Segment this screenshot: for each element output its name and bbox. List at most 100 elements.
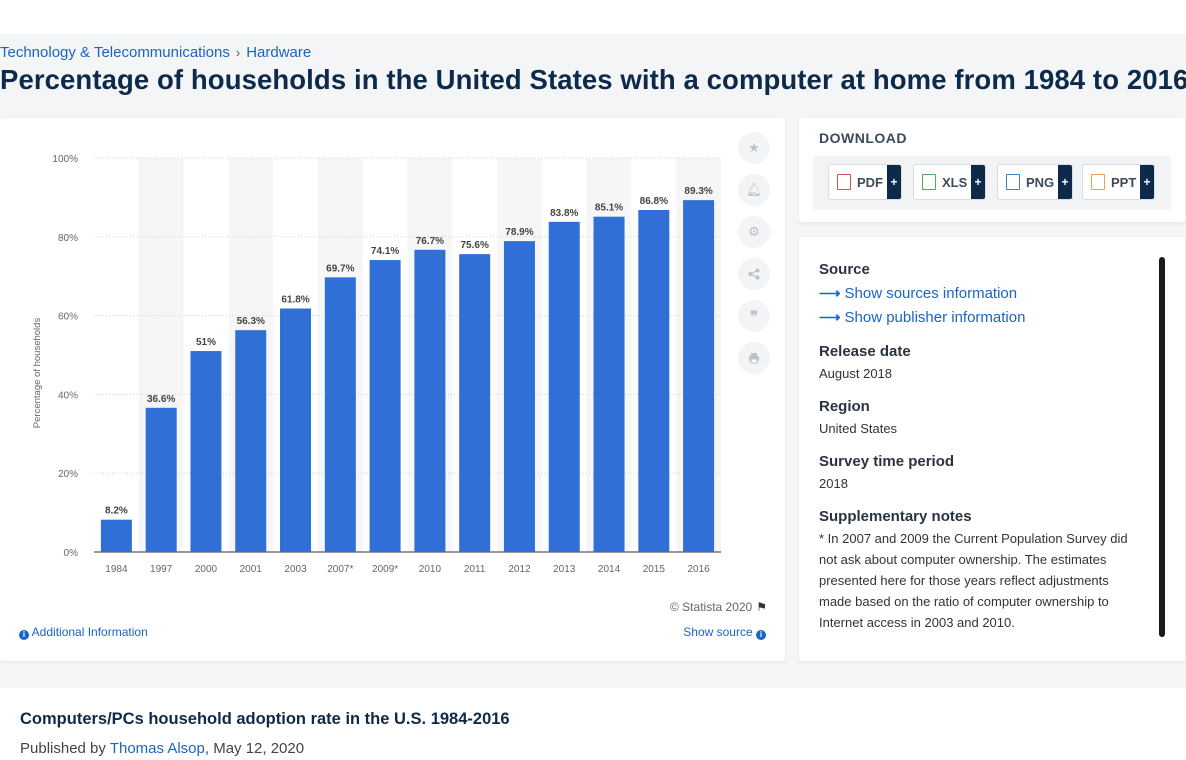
bar xyxy=(638,210,669,552)
bar-value-label: 61.8% xyxy=(281,295,309,306)
page-title: Percentage of households in the United S… xyxy=(0,64,1186,96)
breadcrumb-subcategory[interactable]: Hardware xyxy=(246,44,311,61)
bar-chart: 0% 20% 40% 60% 80% 100% Percentage of househol… xyxy=(0,118,730,598)
x-tick-label: 2014 xyxy=(598,564,621,575)
bar xyxy=(414,250,445,552)
info-icon: i xyxy=(19,630,29,640)
survey-period-label: Survey time period xyxy=(819,453,954,470)
show-sources-label: Show sources information xyxy=(845,285,1018,302)
download-pdf-plus[interactable]: + xyxy=(887,165,901,199)
arrow-right-icon: ⟶ xyxy=(819,309,841,326)
breadcrumb-category[interactable]: Technology & Telecommunications xyxy=(0,44,230,61)
show-source-label: Show source xyxy=(683,625,752,639)
x-tick-label: 2015 xyxy=(643,564,666,575)
publish-date: , May 12, 2020 xyxy=(205,740,304,757)
bar xyxy=(683,200,714,552)
survey-period-value: 2018 xyxy=(819,473,1141,494)
additional-information-link[interactable]: i Additional Information xyxy=(19,625,148,640)
download-area: PDF + XLS + PNG + PPT + xyxy=(813,156,1171,210)
y-tick-label: 40% xyxy=(58,390,78,401)
bell-icon[interactable]: 🔔︎ xyxy=(738,174,770,206)
pdf-file-icon xyxy=(837,174,851,190)
bar xyxy=(190,351,221,552)
quote-icon[interactable]: ❞ xyxy=(738,300,770,332)
bar xyxy=(146,408,177,552)
source-label: Source xyxy=(819,261,870,278)
show-source-link[interactable]: Show source i xyxy=(683,625,766,640)
bar xyxy=(594,217,625,552)
details-scrollbar[interactable] xyxy=(1159,257,1165,637)
show-publisher-link[interactable]: ⟶ Show publisher information xyxy=(819,308,1025,326)
x-tick-label: 2009* xyxy=(372,564,398,575)
y-tick-label: 20% xyxy=(58,469,78,480)
x-tick-label: 1997 xyxy=(150,564,173,575)
published-by-label: Published by xyxy=(20,740,106,757)
x-tick-label: 2007* xyxy=(327,564,353,575)
download-xls-label: XLS xyxy=(942,175,967,190)
bar-value-label: 83.8% xyxy=(550,208,578,219)
bar-value-label: 85.1% xyxy=(595,203,623,214)
bar xyxy=(280,309,311,552)
x-tick-label: 2000 xyxy=(195,564,218,575)
share-icon[interactable] xyxy=(738,258,770,290)
x-tick-label: 2016 xyxy=(687,564,710,575)
bar-value-label: 69.7% xyxy=(326,263,354,274)
download-xls-plus[interactable]: + xyxy=(971,165,985,199)
download-pdf-label: PDF xyxy=(857,175,883,190)
gear-icon[interactable]: ⚙ xyxy=(738,216,770,248)
bar xyxy=(504,241,535,552)
x-tick-label: 2012 xyxy=(508,564,531,575)
x-tick-label: 2013 xyxy=(553,564,576,575)
x-tick-label: 2011 xyxy=(464,564,486,575)
y-tick-label: 100% xyxy=(52,154,78,165)
author-link[interactable]: Thomas Alsop xyxy=(110,740,205,757)
bar-value-label: 74.1% xyxy=(371,246,399,257)
y-axis-title: Percentage of households xyxy=(32,318,43,429)
bar-value-label: 36.6% xyxy=(147,394,175,405)
region-label: Region xyxy=(819,398,870,415)
bar xyxy=(101,520,132,552)
bar xyxy=(235,330,266,552)
png-file-icon xyxy=(1006,174,1020,190)
download-ppt-plus[interactable]: + xyxy=(1140,165,1154,199)
download-png-button[interactable]: PNG + xyxy=(997,164,1073,200)
download-ppt-button[interactable]: PPT + xyxy=(1082,164,1155,200)
x-tick-label: 2001 xyxy=(240,564,263,575)
statistic-subtitle: Computers/PCs household adoption rate in… xyxy=(20,710,510,729)
bar-value-label: 89.3% xyxy=(684,186,712,197)
supplementary-notes-value: * In 2007 and 2009 the Current Populatio… xyxy=(819,528,1141,633)
supplementary-notes-label: Supplementary notes xyxy=(819,508,972,525)
print-icon[interactable] xyxy=(738,342,770,374)
bottom-card: Computers/PCs household adoption rate in… xyxy=(0,688,1186,760)
x-tick-label: 1984 xyxy=(105,564,128,575)
flag-icon[interactable]: ⚑ xyxy=(756,600,767,614)
bar xyxy=(459,254,490,552)
bar-value-label: 8.2% xyxy=(105,506,128,517)
download-pdf-button[interactable]: PDF + xyxy=(828,164,902,200)
bar-value-label: 86.8% xyxy=(640,196,668,207)
arrow-right-icon: ⟶ xyxy=(819,285,841,302)
star-icon[interactable]: ★ xyxy=(738,132,770,164)
bar-value-label: 56.3% xyxy=(237,316,265,327)
breadcrumb-separator: › xyxy=(236,45,240,60)
copyright: © Statista 2020 ⚑ xyxy=(670,600,767,614)
y-tick-label: 60% xyxy=(58,312,78,323)
bar xyxy=(370,260,401,552)
statistic-details-card: Source ⟶ Show sources information ⟶ Show p… xyxy=(799,237,1185,661)
bar xyxy=(325,277,356,552)
download-png-plus[interactable]: + xyxy=(1058,165,1072,199)
download-png-label: PNG xyxy=(1026,175,1054,190)
region-value: United States xyxy=(819,418,1141,439)
chart-tools: ★ 🔔︎ ⚙ ❞ xyxy=(738,132,772,384)
top-bar xyxy=(0,0,1186,34)
bar-value-label: 51% xyxy=(196,337,216,348)
bar-value-label: 76.7% xyxy=(416,236,444,247)
release-date-label: Release date xyxy=(819,343,911,360)
y-tick-label: 0% xyxy=(64,548,79,559)
show-sources-link[interactable]: ⟶ Show sources information xyxy=(819,284,1017,302)
byline: Published by Thomas Alsop, May 12, 2020 xyxy=(20,740,304,757)
download-xls-button[interactable]: XLS + xyxy=(913,164,986,200)
x-tick-label: 2010 xyxy=(419,564,442,575)
show-publisher-label: Show publisher information xyxy=(845,309,1026,326)
breadcrumb: Technology & Telecommunications › Hardware xyxy=(0,44,311,61)
